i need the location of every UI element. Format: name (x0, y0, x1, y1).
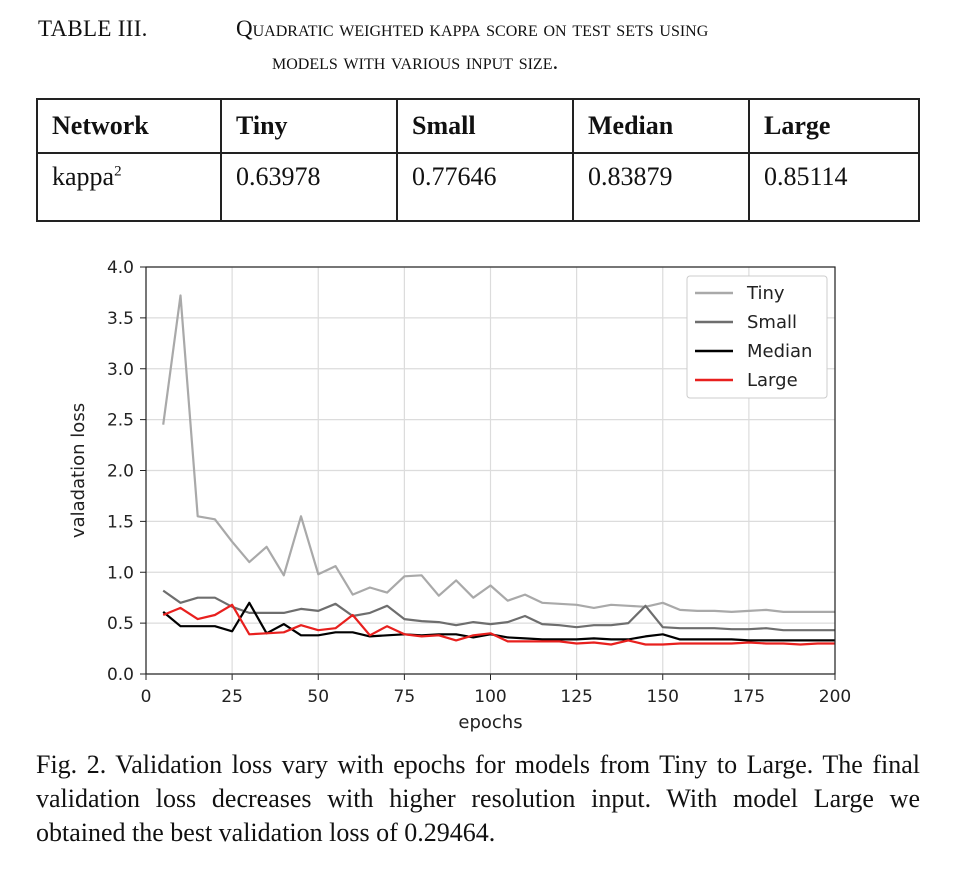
x-tick-label: 125 (560, 687, 592, 707)
table-caption-line2: models with various input size. (272, 49, 559, 74)
series-line-large (162, 603, 835, 646)
header-large: Large (748, 98, 920, 154)
x-tick-label: 100 (474, 687, 506, 707)
validation-loss-chart: 0 25 50 75 100 125 150 175 200 0.0 0.5 1.0 1.5 2.0 2.5… (68, 258, 851, 733)
legend-box (686, 275, 828, 399)
x-tick-label: 175 (733, 687, 765, 707)
x-tick-label: 50 (307, 687, 329, 707)
y-tick-label: 0.0 (107, 665, 134, 685)
y-tick-label: 4.0 (107, 258, 134, 278)
series-line-tiny (162, 294, 835, 613)
legend-label-tiny: Tiny (746, 283, 785, 304)
kappa-table: Network Tiny Small Median Large kappa2 0… (36, 98, 920, 222)
y-tick-label: 1.5 (107, 512, 134, 532)
series-line-small (162, 589, 835, 632)
table-caption-line1: Quadratic weighted kappa score on test s… (236, 16, 709, 41)
kappa-superscript: 2 (114, 163, 122, 180)
x-tick-label: 200 (819, 687, 851, 707)
value-large: 0.85114 (748, 152, 920, 222)
x-tick-label: 75 (394, 687, 416, 707)
table-row: kappa2 0.63978 0.77646 0.83879 0.85114 (36, 152, 920, 222)
x-axis-label: epochs (458, 712, 522, 733)
value-median: 0.83879 (572, 152, 750, 222)
x-tick-label: 150 (647, 687, 679, 707)
y-tick-label: 3.5 (107, 309, 134, 329)
x-tick-label: 25 (221, 687, 243, 707)
y-tick-label: 3.0 (107, 360, 134, 380)
header-tiny: Tiny (220, 98, 398, 154)
table-number: TABLE III. (38, 16, 148, 41)
header-small: Small (396, 98, 574, 154)
series-line-median (162, 601, 835, 642)
legend-label-median: Median (747, 341, 812, 362)
figure-caption: Fig. 2. Validation loss vary with epochs… (36, 750, 920, 847)
y-tick-label: 2.5 (107, 411, 134, 431)
value-small: 0.77646 (396, 152, 574, 222)
plot-frame (145, 266, 836, 675)
legend-label-large: Large (747, 370, 798, 391)
y-axis-label: valadation loss (68, 403, 89, 538)
table-header-row: Network Tiny Small Median Large (36, 98, 920, 154)
value-tiny: 0.63978 (220, 152, 398, 222)
y-tick-label: 2.0 (107, 462, 134, 482)
legend-label-small: Small (747, 312, 797, 333)
row-label-kappa: kappa2 (36, 152, 222, 222)
y-tick-label: 1.0 (107, 563, 134, 583)
header-network: Network (36, 98, 222, 154)
header-median: Median (572, 98, 750, 154)
y-tick-label: 0.5 (107, 614, 134, 634)
kappa-label: kappa (52, 162, 115, 191)
x-tick-label: 0 (141, 687, 152, 707)
